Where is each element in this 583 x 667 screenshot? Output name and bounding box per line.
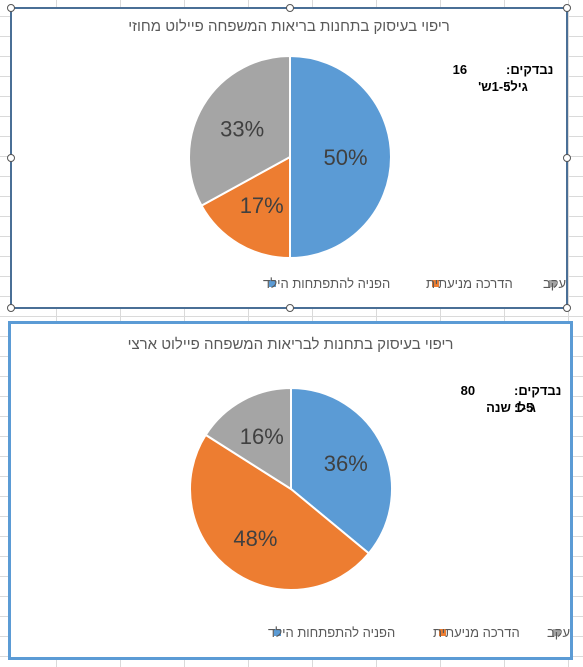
chart-title: ריפוי בעיסוק בתחנות בריאות המשפחה פיילוט… [128, 18, 450, 35]
resize-handle-w[interactable] [7, 154, 15, 162]
data-label: 50% [324, 145, 368, 170]
resize-handle-se[interactable] [563, 304, 571, 312]
data-label: 17% [240, 193, 284, 218]
info-label: גיל: [506, 79, 528, 94]
legend-entry: הפניה להתפתחות הילד [268, 625, 395, 640]
legend-swatch [549, 280, 556, 287]
pie-chart-svg: ריפוי בעיסוק בתחנות לבריאות המשפחה פיילו… [128, 336, 570, 640]
info-value: 16 [453, 62, 467, 77]
resize-handle-n[interactable] [286, 4, 294, 12]
chart-national[interactable]: ריפוי בעיסוק בתחנות לבריאות המשפחה פיילו… [8, 321, 573, 660]
pie-slice[interactable] [189, 433, 371, 591]
resize-handle-ne[interactable] [563, 4, 571, 12]
info-value: 80 [461, 383, 475, 398]
info-value: 1-5 שנה [486, 400, 533, 415]
info-value: 1-5ש' [478, 79, 510, 94]
pie-slice[interactable] [200, 155, 291, 260]
info-label: נבדקים: [506, 62, 553, 77]
legend-entry: הדרכה מניעתית [426, 276, 513, 291]
legend-swatch [269, 280, 276, 287]
legend-swatch [553, 629, 560, 636]
pie-slice[interactable] [188, 54, 291, 208]
pie-slice[interactable] [204, 386, 292, 491]
resize-handle-s[interactable] [286, 304, 294, 312]
data-label: 16% [240, 424, 284, 449]
legend-swatch [439, 629, 446, 636]
data-label: 33% [220, 117, 264, 142]
data-label: 48% [233, 526, 277, 551]
resize-handle-sw[interactable] [7, 304, 15, 312]
pie-slice[interactable] [289, 54, 392, 260]
chart-district[interactable]: ריפוי בעיסוק בתחנות בריאות המשפחה פיילוט… [7, 4, 571, 312]
data-label: 36% [324, 451, 368, 476]
pie-chart-svg: ריפוי בעיסוק בתחנות בריאות המשפחה פיילוט… [128, 18, 566, 291]
info-label: נבדקים: [514, 383, 561, 398]
legend-entry: שוחררו ממעקב [543, 276, 566, 291]
legend-swatch [274, 629, 281, 636]
chart-title: ריפוי בעיסוק בתחנות לבריאות המשפחה פיילו… [128, 336, 454, 353]
legend-entry: הפניה להתפתחות הילד [263, 276, 390, 291]
legend-entry: שוחררו ממעקב [547, 625, 570, 640]
resize-handle-nw[interactable] [7, 4, 15, 12]
pie-slice[interactable] [290, 386, 393, 555]
legend-entry: הדרכה מניעתית [433, 625, 520, 640]
legend-swatch [432, 280, 439, 287]
info-label: גיל: [514, 400, 536, 415]
resize-handle-e[interactable] [563, 154, 571, 162]
